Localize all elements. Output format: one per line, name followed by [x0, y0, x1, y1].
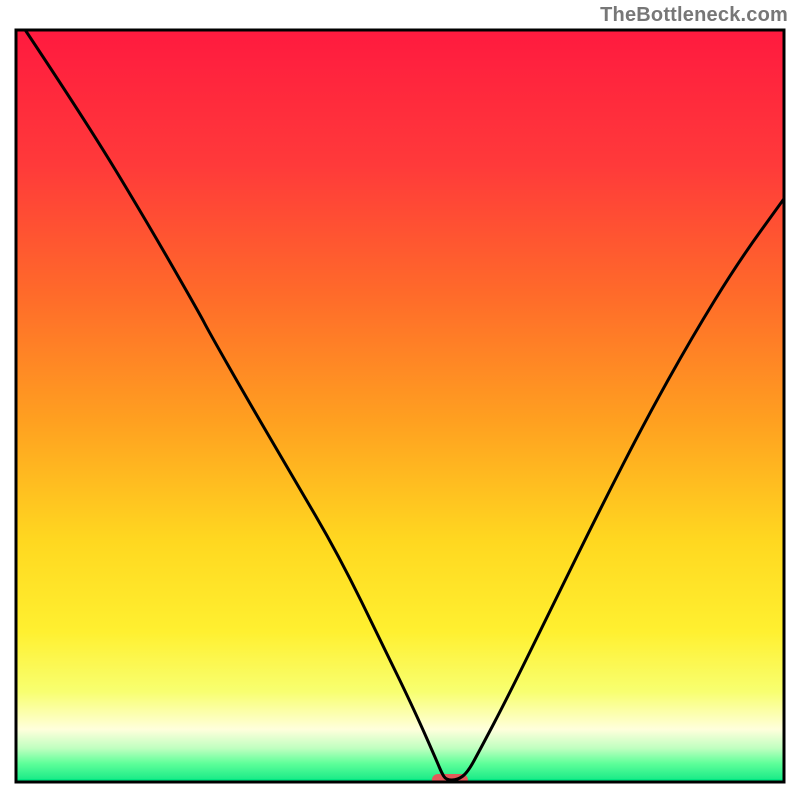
gradient-background: [16, 30, 784, 782]
watermark-text: TheBottleneck.com: [600, 4, 788, 27]
chart-container: TheBottleneck.com: [0, 0, 800, 800]
bottleneck-chart: [0, 0, 800, 800]
